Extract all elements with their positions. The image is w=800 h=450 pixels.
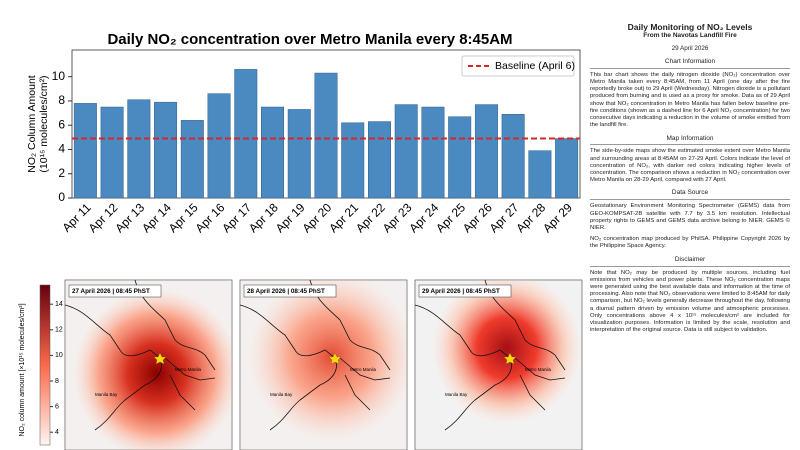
place-label: Manila Bay	[445, 392, 468, 397]
coastline	[414, 279, 566, 431]
bar	[180, 120, 204, 199]
legend-box	[461, 55, 575, 77]
section-heading: Chart Information	[590, 58, 790, 69]
bar	[127, 99, 151, 199]
panel-label-box	[418, 284, 512, 298]
bar	[261, 106, 285, 199]
y-tick-label: 10	[52, 69, 66, 83]
fire-marker	[328, 352, 342, 365]
section-heading: Data Source	[590, 189, 790, 201]
paragraph: NO₂ concentration map produced by PhilSA…	[590, 236, 790, 250]
chart-title: Daily NO₂ concentration over Metro Manil…	[107, 31, 512, 48]
x-tick-label: Apr 24	[406, 200, 441, 235]
no2-heat	[240, 280, 407, 450]
x-tick-label: Apr 27	[487, 200, 522, 235]
fire-marker	[503, 352, 517, 365]
y-tick-label: 6	[58, 117, 65, 131]
panel-subtitle: From the Navotas Landfill Fire	[643, 32, 737, 40]
x-tick-label: Apr 12	[86, 200, 121, 235]
y-axis-label: NO₂ Column Amount(10¹⁵ molecules/cm²)	[26, 75, 50, 173]
x-tick-label: Apr 29	[540, 200, 575, 235]
x-tick-label: Apr 22	[353, 200, 388, 235]
x-tick-label: Apr 28	[513, 200, 548, 235]
panel-label: 28 April 2026 | 08:45 PhST	[247, 288, 325, 295]
y-tick-label: 4	[58, 142, 65, 156]
paragraph: This bar chart shows the daily nitrogen …	[590, 71, 790, 129]
x-tick-label: Apr 17	[219, 200, 254, 235]
x-tick-label: Apr 15	[166, 200, 201, 235]
coastline	[239, 279, 391, 431]
x-tick-label: Apr 16	[193, 200, 228, 235]
y-axis-label-line: (10¹⁵ molecules/cm²)	[38, 75, 50, 172]
x-tick-label: Apr 18	[246, 200, 281, 235]
panel-label: 29 April 2026 | 08:45 PhST	[422, 288, 500, 295]
panel-label-box	[68, 284, 162, 298]
place-label: Manila Bay	[95, 392, 118, 397]
place-label: Metro Manila	[350, 367, 377, 372]
sections: Chart Information This bar chart shows th…	[590, 58, 790, 334]
bar	[341, 122, 365, 199]
bar	[234, 69, 258, 199]
place-label: Manila Bay	[270, 392, 293, 397]
bar	[154, 101, 178, 199]
colorbar-tick-label: 14	[55, 301, 63, 308]
legend-label: Baseline (April 6)	[495, 60, 575, 72]
info-panel: Daily Monitoring of NO₂ Levels From the …	[590, 22, 790, 338]
x-tick-label: Apr 21	[326, 200, 361, 235]
panel-label: 27 April 2026 | 08:45 PhST	[72, 288, 150, 295]
bar	[394, 104, 418, 199]
maps: NO₂ column amount [×10¹⁵ molecules/cm²] …	[19, 279, 583, 450]
x-tick-label: Apr 25	[433, 200, 468, 235]
chart: Daily NO₂ concentration over Metro Manil…	[19, 31, 583, 450]
panel-title: Daily Monitoring of NO₂ Levels	[627, 22, 753, 32]
colorbar-tick-label: 6	[55, 403, 59, 410]
x-tick-label: Apr 19	[273, 200, 308, 235]
bar	[421, 106, 445, 199]
bar	[287, 109, 311, 199]
bar	[448, 116, 472, 199]
panel-label-box	[243, 284, 337, 298]
bar	[528, 150, 552, 199]
colorbar-tick-label: 12	[55, 327, 63, 334]
x-tick-label: Apr 20	[299, 200, 334, 235]
bar	[474, 104, 498, 199]
paragraph: Geostationary Environment Monitoring Spe…	[590, 203, 790, 231]
bar	[100, 106, 124, 199]
place-label: Metro Manila	[175, 367, 202, 372]
bar	[314, 72, 338, 199]
y-tick-label: 8	[58, 93, 65, 107]
coastline	[64, 279, 216, 431]
bar	[555, 138, 579, 199]
fire-marker	[153, 352, 167, 365]
colorbar-tick-label: 8	[55, 378, 59, 385]
bar	[207, 93, 231, 199]
x-tick-label: Apr 26	[460, 200, 495, 235]
map-panel: 28 April 2026 | 08:45 PhST Metro Manila Ma…	[239, 279, 408, 450]
section-heading: Disclaimer	[590, 256, 790, 267]
bar	[367, 121, 391, 199]
paragraph: Note that NO₂ may be produced by multipl…	[590, 269, 790, 334]
colorbar-tick-label: 4	[55, 429, 59, 436]
bar	[73, 103, 97, 199]
colorbar-label: NO₂ column amount [×10¹⁵ molecules/cm²]	[19, 303, 26, 436]
panel-date: 29 April 2026	[671, 45, 709, 53]
colorbar-tick-label: 10	[55, 352, 63, 359]
y-tick-label: 0	[58, 190, 65, 204]
place-label: Metro Manila	[525, 367, 552, 372]
y-axis-label-line: NO₂ Column Amount	[26, 75, 38, 173]
x-tick-label: Apr 13	[112, 200, 147, 235]
y-tick-label: 2	[58, 166, 65, 180]
map-panel: 27 April 2026 | 08:45 PhST Metro Manila Ma…	[64, 279, 233, 450]
bar	[501, 114, 525, 199]
no2-heat	[65, 280, 232, 450]
paragraph: The side-by-side maps show the estimated…	[590, 148, 790, 184]
no2-heat	[415, 280, 582, 450]
section-heading: Map Information	[590, 135, 790, 146]
x-tick-label: Apr 14	[139, 200, 174, 235]
map-panel: 29 April 2026 | 08:45 PhST Metro Manila Ma…	[414, 279, 583, 450]
x-tick-label: Apr 23	[380, 200, 415, 235]
colorbar	[39, 284, 51, 446]
